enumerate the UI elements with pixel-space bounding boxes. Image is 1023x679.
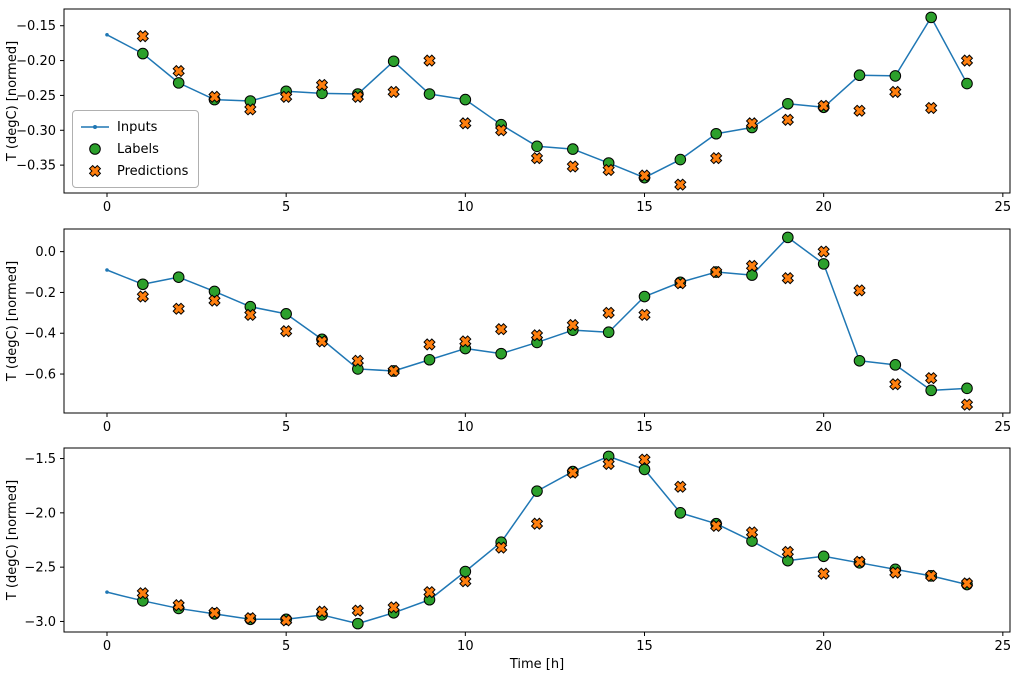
predictions-points (136, 30, 974, 191)
predictions-points (136, 245, 974, 411)
y-tick-label: −0.6 (24, 368, 56, 383)
x-tick-label: 0 (103, 200, 111, 215)
labels-points (137, 450, 973, 630)
x-tick-label: 25 (995, 420, 1012, 435)
x-tick-label: 20 (815, 639, 832, 654)
x-tick-label: 10 (457, 200, 474, 215)
labels-points (137, 231, 973, 397)
x-tick-label: 25 (995, 639, 1012, 654)
y-tick-label: −0.30 (16, 124, 56, 139)
y-axis-label: T (degC) [normed] (5, 41, 20, 162)
x-tick-label: 5 (282, 639, 290, 654)
y-axis-label: T (degC) [normed] (5, 480, 20, 601)
x-tick-label: 5 (282, 420, 290, 435)
subplot-3: 0 5 10 15 20 25 −1.5 −2.0 −2.5 −3.0 T (degC) [norm… (5, 447, 1011, 672)
x-tick-label: 20 (815, 200, 832, 215)
y-axis-label: T (degC) [normed] (5, 261, 20, 382)
inputs-line (105, 454, 969, 626)
legend: Inputs Labels Predictions (72, 110, 200, 188)
legend-item-inputs: Inputs (80, 116, 188, 138)
x-tick-label: 5 (282, 200, 290, 215)
y-tick-label: −2.5 (24, 561, 56, 576)
subplot-1: 0 5 10 15 20 25 −0.15 −0.20 −0.25 −0.30 −0.35T (de… (5, 8, 1011, 215)
subplot-2: 0 5 10 15 20 25 0.0 −0.2 −0.4 −0.6 T (degC) [norme… (5, 228, 1011, 435)
y-tick-label: −0.20 (16, 54, 56, 69)
y-tick-label: −0.4 (24, 327, 56, 342)
predictions-points (136, 453, 974, 627)
axes-frame (63, 228, 1011, 414)
ticks: 0 5 10 15 20 25 −1.5 −2.0 −2.5 −3.0 (24, 452, 1011, 654)
x-tick-label: 20 (815, 420, 832, 435)
legend-item-labels: Labels (80, 138, 188, 160)
x-tick-label: 15 (636, 639, 653, 654)
legend-item-predictions: Predictions (80, 160, 188, 182)
x-tick-label: 15 (636, 200, 653, 215)
inputs-line (105, 235, 969, 393)
y-tick-label: −1.5 (24, 452, 56, 467)
labels-points (137, 11, 973, 184)
x-tick-label: 25 (995, 200, 1012, 215)
axes-frame (63, 8, 1011, 194)
legend-label-labels: Labels (117, 141, 159, 157)
y-tick-label: −0.15 (16, 19, 56, 34)
x-axis-label: Time [h] (509, 657, 564, 672)
x-tick-label: 0 (103, 639, 111, 654)
x-tick-label: 10 (457, 639, 474, 654)
inputs-line-icon (81, 125, 109, 129)
x-tick-label: 0 (103, 420, 111, 435)
predictions-x-icon (88, 164, 102, 178)
legend-label-predictions: Predictions (117, 163, 189, 179)
y-tick-label: −0.2 (24, 286, 56, 301)
x-tick-label: 15 (636, 420, 653, 435)
ticks: 0 5 10 15 20 25 0.0 −0.2 −0.4 −0.6 (24, 245, 1011, 435)
y-tick-label: 0.0 (35, 245, 56, 260)
y-tick-label: −0.35 (16, 159, 56, 174)
axes-frame (63, 447, 1011, 633)
y-tick-label: −0.25 (16, 89, 56, 104)
y-tick-label: −3.0 (24, 615, 56, 630)
legend-label-inputs: Inputs (117, 119, 158, 135)
labels-circle-icon (89, 143, 101, 155)
y-tick-label: −2.0 (24, 506, 56, 521)
x-tick-label: 10 (457, 420, 474, 435)
ticks: 0 5 10 15 20 25 −0.15 −0.20 −0.25 −0.30 −0.35 (16, 19, 1011, 215)
